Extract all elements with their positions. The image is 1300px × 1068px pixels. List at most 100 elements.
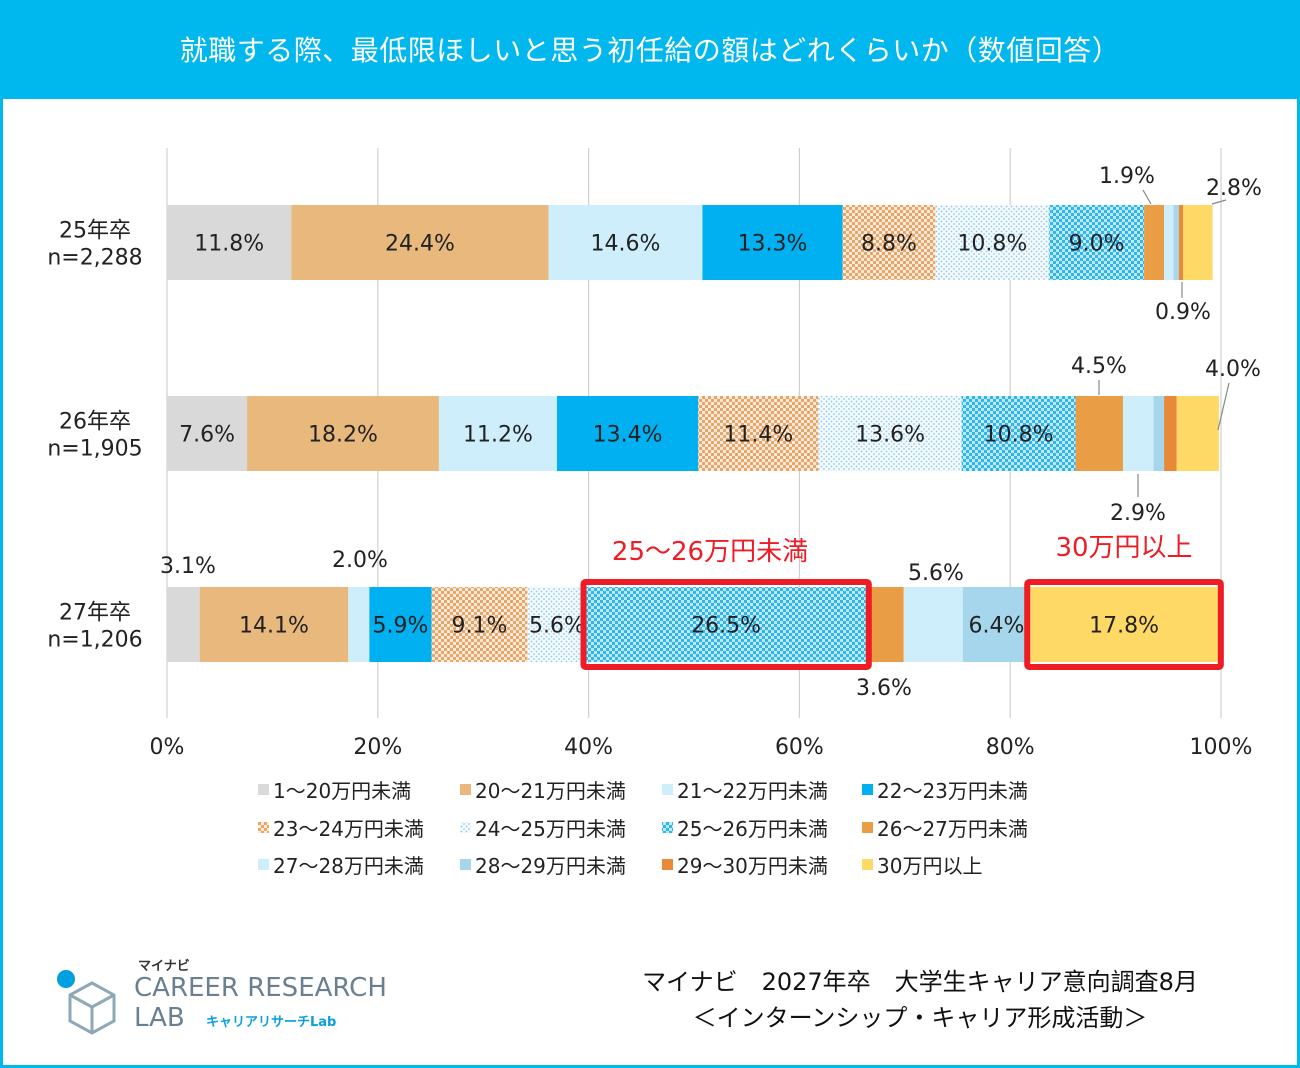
leader-line — [1142, 189, 1152, 205]
bar-segment — [865, 587, 904, 662]
highlight-annotation: 30万円以上 — [1055, 533, 1192, 563]
legend-label: 27～28万円未満 — [273, 854, 424, 878]
x-tick-label: 40% — [564, 735, 613, 760]
bar-segment — [199, 587, 349, 662]
legend-swatch — [460, 822, 471, 833]
bar-segment — [167, 396, 248, 471]
highlight-box — [580, 579, 872, 670]
data-label: 2.9% — [1110, 501, 1166, 526]
legend-label: 30万円以上 — [877, 854, 982, 878]
bar-segment — [247, 396, 439, 471]
legend-swatch — [862, 784, 873, 795]
bar-segment — [1176, 396, 1219, 471]
legend-label: 21～22万円未満 — [677, 779, 828, 803]
legend-swatch — [662, 859, 673, 870]
category-label: 27年卒 — [59, 601, 131, 626]
legend-label: 1～20万円未満 — [273, 779, 411, 803]
bar-segment — [1164, 396, 1177, 471]
logo-small-text: マイナビ — [138, 959, 190, 974]
legend-swatch — [258, 822, 269, 833]
bar-segment — [903, 587, 963, 662]
legend-swatch — [662, 784, 673, 795]
category-label: 26年卒 — [59, 410, 131, 435]
legend-label: 29～30万円未満 — [677, 854, 828, 878]
category-label: 25年卒 — [59, 219, 131, 244]
data-label: 2.8% — [1206, 176, 1262, 201]
bar-segment — [548, 205, 703, 280]
data-label: 7.6% — [179, 423, 235, 448]
category-n-label: n=1,206 — [47, 628, 142, 653]
bar-segment — [1183, 205, 1213, 280]
legend-label: 22～23万円未満 — [877, 779, 1028, 803]
bar-segment — [702, 205, 843, 280]
legend-swatch — [258, 859, 269, 870]
bar-segment — [369, 587, 432, 662]
data-label: 9.1% — [452, 614, 508, 639]
x-tick-label: 80% — [986, 735, 1035, 760]
legend-swatch — [258, 784, 269, 795]
legend-swatch — [460, 859, 471, 870]
bar-segment — [431, 587, 528, 662]
data-label: 10.8% — [984, 423, 1054, 448]
data-label: 4.5% — [1071, 354, 1127, 379]
data-label: 3.6% — [856, 676, 912, 701]
data-label: 9.0% — [1069, 232, 1125, 257]
data-label: 18.2% — [308, 423, 378, 448]
bar-segment — [1030, 587, 1218, 662]
legend: 1～20万円未満 20～21万円未満 21～22万円未満 22～23万円未満 23～24… — [258, 779, 1028, 878]
data-label: 3.1% — [160, 554, 216, 579]
bar-segment — [348, 587, 370, 662]
logo-sub-text: キャリアリサーチLab — [206, 1015, 337, 1030]
legend-label: 23～24万円未満 — [273, 817, 424, 841]
data-label: 14.6% — [591, 232, 661, 257]
bar-segment — [818, 396, 962, 471]
legend-label: 20～21万円未満 — [475, 779, 626, 803]
data-label: 13.6% — [855, 423, 925, 448]
highlight-annotation: 25～26万円未満 — [612, 537, 808, 567]
legend-swatch — [460, 784, 471, 795]
data-label: 5.9% — [373, 614, 429, 639]
data-label: 11.8% — [194, 232, 264, 257]
career-research-lab-logo: マイナビ CAREER RESEARCH LAB キャリアリサーチLab — [48, 955, 388, 1040]
data-label: 1.9% — [1099, 164, 1155, 189]
annotations: 11.8% 24.4% 14.6% 13.3% 8.8% 10.8% 9.0% 1.9% 0.9… — [160, 164, 1262, 701]
bar-segment — [962, 587, 1031, 662]
logo-line-2: LAB — [134, 1003, 185, 1033]
data-label: 13.4% — [593, 423, 663, 448]
data-label: 11.2% — [463, 423, 533, 448]
bar-segment — [961, 396, 1076, 471]
bar-segment — [842, 205, 936, 280]
bar-segment — [1178, 205, 1184, 280]
data-label: 11.4% — [723, 423, 793, 448]
title-banner: 就職する際、最低限ほしいと思う初任給の額はどれくらいか（数値回答） — [3, 3, 1297, 99]
category-n-label: n=1,905 — [47, 437, 142, 462]
source-line-2: ＜インターンシップ・キャリア形成活動＞ — [692, 1004, 1148, 1032]
logo-mark-icon — [57, 970, 116, 1035]
bar-segment — [1164, 205, 1174, 280]
bar-segment — [1049, 205, 1145, 280]
category-n-label: n=2,288 — [47, 246, 142, 271]
bars — [167, 205, 1219, 662]
bar-segment — [698, 396, 819, 471]
bar-segment — [527, 587, 587, 662]
bar-segment — [291, 205, 549, 280]
data-label: 2.0% — [332, 548, 388, 573]
data-label: 8.8% — [861, 232, 917, 257]
bar-segment — [1153, 396, 1165, 471]
bar-segment — [1173, 205, 1179, 280]
x-tick-label: 60% — [775, 735, 824, 760]
x-tick-label: 20% — [353, 735, 402, 760]
data-label: 5.6% — [529, 614, 585, 639]
bar-segment — [1144, 205, 1165, 280]
legend-swatch — [862, 822, 873, 833]
legend-label: 26～27万円未満 — [877, 817, 1028, 841]
chart-title: 就職する際、最低限ほしいと思う初任給の額はどれくらいか（数値回答） — [179, 34, 1121, 67]
bar-segment — [438, 396, 557, 471]
legend-swatch — [662, 822, 673, 833]
source-line-1: マイナビ 2027年卒 大学生キャリア意向調査8月 — [642, 968, 1198, 996]
data-label: 17.8% — [1089, 614, 1159, 639]
leader-line — [1211, 199, 1227, 205]
